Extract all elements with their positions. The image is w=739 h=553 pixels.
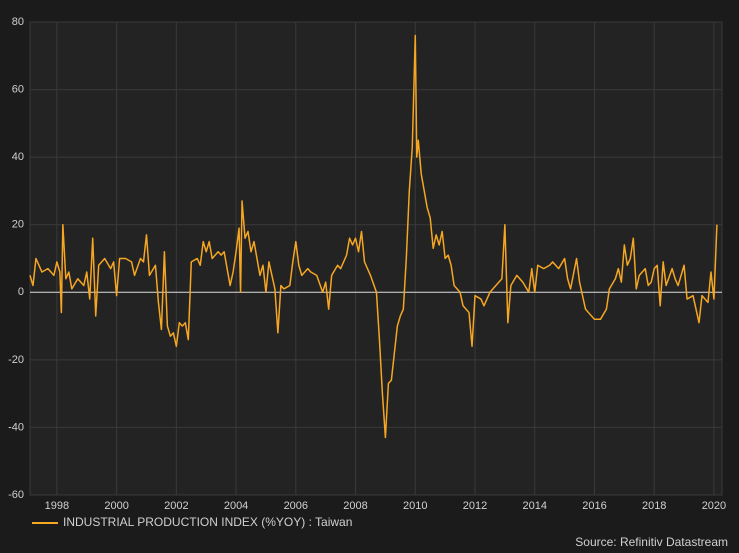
y-tick-label: 0	[18, 286, 24, 298]
y-tick-label: 80	[12, 16, 24, 28]
y-tick-label: 60	[12, 83, 24, 95]
x-tick-label: 2000	[104, 500, 128, 512]
legend-label: INDUSTRIAL PRODUCTION INDEX (%YOY) : Tai…	[63, 515, 352, 529]
x-tick-label: 1998	[45, 500, 69, 512]
y-tick-label: -20	[8, 354, 24, 366]
x-tick-label: 2004	[224, 500, 248, 512]
x-tick-label: 2002	[164, 500, 188, 512]
x-tick-label: 2018	[642, 500, 666, 512]
x-tick-label: 2020	[702, 500, 726, 512]
y-tick-label: -60	[8, 489, 24, 501]
x-tick-label: 2014	[522, 500, 546, 512]
y-tick-label: 40	[12, 151, 24, 163]
x-tick-label: 2008	[343, 500, 367, 512]
y-tick-label: 20	[12, 219, 24, 231]
source: Source: Refinitiv Datastream	[575, 535, 728, 549]
y-tick-label: -40	[8, 421, 24, 433]
x-tick-label: 2016	[582, 500, 606, 512]
line	[29, 34, 718, 439]
x-tick-label: 2006	[284, 500, 308, 512]
x-tick-label: 2012	[463, 500, 487, 512]
plot-area	[29, 21, 723, 496]
x-tick-label: 2010	[403, 500, 427, 512]
